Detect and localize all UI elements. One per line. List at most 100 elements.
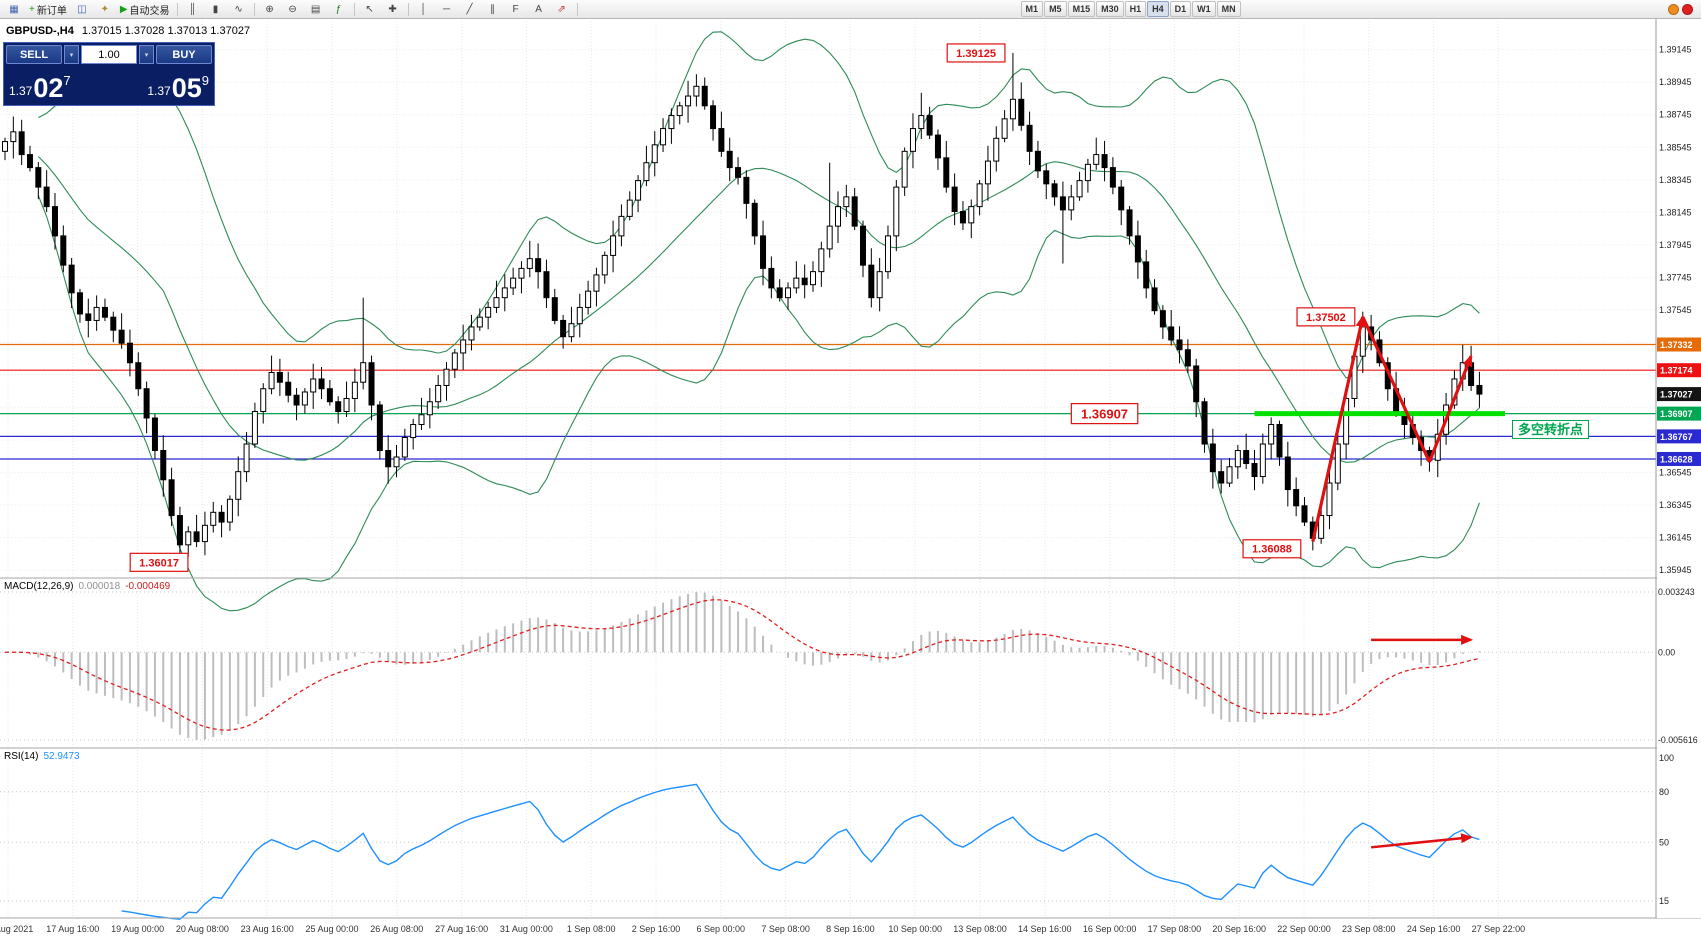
macd-name: MACD(12,26,9): [4, 581, 74, 592]
bars-chart-icon[interactable]: ║: [182, 1, 204, 18]
svg-text:19 Aug 00:00: 19 Aug 00:00: [111, 924, 164, 934]
svg-text:7 Sep 08:00: 7 Sep 08:00: [761, 924, 810, 934]
bollinger-bands-layer: [37, 31, 1480, 612]
zoom-out-icon: ⊖: [288, 3, 297, 15]
svg-text:1.37745: 1.37745: [1659, 272, 1692, 282]
crosshair-icon[interactable]: ✚: [382, 1, 404, 18]
horizontal-line-icon[interactable]: ─: [436, 1, 458, 18]
hlines-layer: [0, 343, 1656, 460]
bars-chart-icon: ║: [189, 3, 197, 15]
line-chart-icon[interactable]: ∿: [228, 1, 250, 18]
volume-up-button[interactable]: ▾: [139, 45, 154, 64]
timeframe-m5[interactable]: M5: [1044, 1, 1067, 17]
zoom-in-icon[interactable]: ⊕: [259, 1, 281, 18]
svg-text:1.35945: 1.35945: [1659, 565, 1692, 575]
svg-text:1.37945: 1.37945: [1659, 240, 1692, 250]
volume-input[interactable]: 1.00: [81, 45, 137, 64]
svg-text:1.37027: 1.37027: [1660, 390, 1693, 400]
trendline-icon: ╱: [466, 3, 473, 15]
timeframe-mn[interactable]: MN: [1216, 1, 1241, 17]
ask-big-digits: 05: [171, 73, 202, 103]
candles-chart-icon: ▮: [212, 3, 219, 15]
bid-big-digits: 02: [33, 73, 64, 103]
ohlc-values: 1.37015 1.37028 1.37013 1.37027: [81, 25, 251, 37]
svg-text:1.36017: 1.36017: [139, 557, 179, 569]
new-order-button[interactable]: + 新订单: [26, 1, 70, 18]
profiles-icon: ✦: [100, 3, 110, 15]
volume-down-button[interactable]: ▾: [64, 45, 79, 64]
svg-text:16 Sep 00:00: 16 Sep 00:00: [1083, 924, 1137, 934]
toolbar: ▦ + 新订单 ◫ ✦ ▶ 自动交易 ║ ▮ ∿ ⊕ ⊖ ▤ ƒ ↖ ✚ │ ─ ╱ ∥ F A ⇗ M1 M5 M15 M30 H…: [0, 0, 1701, 19]
svg-text:1.36088: 1.36088: [1252, 544, 1292, 556]
vertical-line-icon: │: [420, 3, 427, 15]
svg-text:26 Aug 08:00: 26 Aug 08:00: [370, 924, 423, 934]
vertical-line-icon[interactable]: │: [413, 1, 435, 18]
autotrading-button[interactable]: ▶ 自动交易: [117, 1, 173, 18]
toolbar-left: ▦ + 新订单 ◫ ✦ ▶ 自动交易 ║ ▮ ∿ ⊕ ⊖ ▤ ƒ ↖ ✚ │ ─ ╱ ∥ F A ⇗: [3, 1, 581, 18]
rsi-header: RSI(14) 52.9473: [4, 751, 80, 762]
charts-icon[interactable]: ▦: [3, 1, 25, 18]
sell-button[interactable]: SELL: [6, 45, 62, 64]
price-axis[interactable]: 1.39145 1.38945 1.38745 1.38545 1.38345 1.381…: [0, 18, 1701, 919]
grid-layer: [0, 18, 1656, 918]
svg-text:1.36545: 1.36545: [1659, 467, 1692, 477]
annotations-layer: 1.39125 1.37502 1.36907 1.36017 1.36088: [129, 43, 1505, 572]
text-label-icon[interactable]: A: [528, 1, 550, 18]
arrow-objects-icon: ⇗: [557, 3, 566, 15]
svg-text:20 Sep 16:00: 20 Sep 16:00: [1212, 924, 1266, 934]
profiles-icon[interactable]: ✦: [94, 1, 116, 18]
connection-icon[interactable]: [1682, 3, 1693, 15]
svg-text:1.38545: 1.38545: [1659, 142, 1692, 152]
timeframe-h4[interactable]: H4: [1147, 1, 1169, 17]
candles-chart-icon[interactable]: ▮: [205, 1, 227, 18]
svg-text:1.38145: 1.38145: [1659, 207, 1692, 217]
channel-icon[interactable]: ∥: [482, 1, 504, 18]
timeframe-h1[interactable]: H1: [1124, 1, 1147, 17]
time-axis[interactable]: 16 Aug 2021 17 Aug 16:00 19 Aug 00:00 20 Au…: [0, 924, 1525, 934]
chart-window-icon[interactable]: ◫: [71, 1, 93, 18]
svg-text:27 Sep 22:00: 27 Sep 22:00: [1472, 924, 1526, 934]
autotrading-button-label: 自动交易: [129, 5, 170, 17]
svg-text:10 Sep 00:00: 10 Sep 00:00: [888, 924, 942, 934]
svg-text:22 Sep 00:00: 22 Sep 00:00: [1277, 924, 1331, 934]
prices-row: 1.37 02 7 1.37 05 9: [6, 64, 212, 103]
svg-text:1.38345: 1.38345: [1659, 175, 1692, 185]
arrow-objects-icon[interactable]: ⇗: [551, 1, 573, 18]
buy-button[interactable]: BUY: [156, 45, 212, 64]
timeframe-m15[interactable]: M15: [1067, 1, 1096, 17]
text-label-icon: A: [535, 3, 542, 15]
svg-text:1.36907: 1.36907: [1660, 409, 1693, 419]
svg-text:31 Aug 00:00: 31 Aug 00:00: [500, 924, 553, 934]
fibonacci-icon[interactable]: F: [505, 1, 527, 18]
tile-windows-icon[interactable]: ▤: [305, 1, 327, 18]
svg-text:80: 80: [1659, 787, 1669, 797]
turning-point-label[interactable]: 多空转折点: [1512, 420, 1590, 439]
svg-text:2 Sep 16:00: 2 Sep 16:00: [632, 924, 681, 934]
timeframe-m30[interactable]: M30: [1096, 1, 1124, 17]
timeframe-m1[interactable]: M1: [1020, 1, 1044, 17]
svg-text:17 Sep 08:00: 17 Sep 08:00: [1148, 924, 1202, 934]
svg-text:1.36628: 1.36628: [1660, 454, 1693, 464]
rsi-layer: [0, 783, 1656, 920]
svg-text:16 Aug 2021: 16 Aug 2021: [0, 924, 33, 934]
indicators-icon[interactable]: ƒ: [328, 1, 350, 18]
zoom-out-icon[interactable]: ⊖: [282, 1, 304, 18]
new-order-button-icon: +: [29, 3, 35, 15]
rsi-name: RSI(14): [4, 751, 39, 762]
svg-text:1.36907: 1.36907: [1081, 406, 1128, 421]
cursor-icon[interactable]: ↖: [359, 1, 381, 18]
toolbar-separator: [353, 2, 355, 16]
toolbar-separator: [176, 2, 178, 16]
svg-text:24 Sep 16:00: 24 Sep 16:00: [1407, 924, 1461, 934]
timeframe-w1[interactable]: W1: [1192, 1, 1216, 17]
svg-text:17 Aug 16:00: 17 Aug 16:00: [46, 924, 99, 934]
alert-icon[interactable]: [1668, 3, 1679, 15]
macd-value-main: 0.000018: [78, 581, 121, 592]
svg-text:-0.005616: -0.005616: [1658, 735, 1698, 745]
timeframe-d1[interactable]: D1: [1169, 1, 1192, 17]
svg-text:23 Aug 16:00: 23 Aug 16:00: [241, 924, 294, 934]
toolbar-separator: [253, 2, 255, 16]
trendline-icon[interactable]: ╱: [459, 1, 481, 18]
svg-text:6 Sep 00:00: 6 Sep 00:00: [697, 924, 746, 934]
